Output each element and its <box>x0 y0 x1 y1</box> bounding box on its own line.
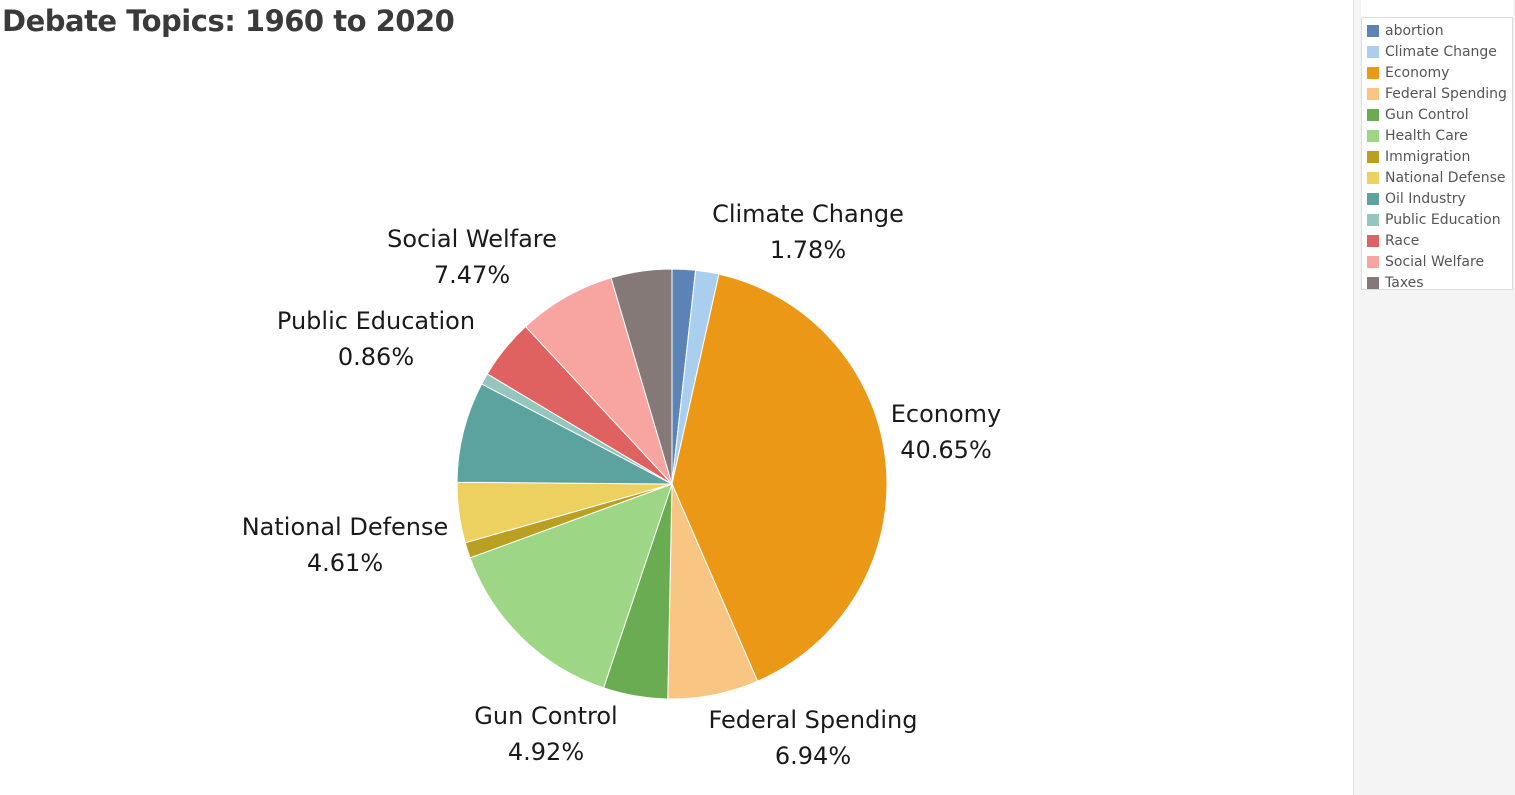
pie-slice-health-care[interactable] <box>469 483 673 689</box>
slice-label-percent: 4.61% <box>307 549 383 577</box>
legend-label: abortion <box>1385 22 1444 39</box>
legend-label: Race <box>1385 232 1420 249</box>
legend-item[interactable]: Economy <box>1362 62 1512 83</box>
slice-label-name: Social Welfare <box>387 225 557 253</box>
chart-title: Debate Topics: 1960 to 2020 <box>2 4 455 38</box>
slice-label-percent: 40.65% <box>900 436 992 464</box>
legend-item[interactable]: abortion <box>1362 20 1512 41</box>
slice-label-name: Gun Control <box>474 702 617 730</box>
slice-label-percent: 1.78% <box>770 236 846 264</box>
legend-swatch <box>1367 45 1379 58</box>
legend-label: Health Care <box>1385 127 1468 144</box>
pie-slice-taxes[interactable] <box>610 268 673 485</box>
legend-label: Immigration <box>1385 148 1471 165</box>
legend-label: National Defense <box>1385 169 1506 186</box>
legend-swatch <box>1367 234 1379 247</box>
legend-item[interactable]: Climate Change <box>1362 41 1512 62</box>
legend-item[interactable]: Federal Spending <box>1362 83 1512 104</box>
pie-labels: Climate Change 1.78% Economy 40.65% Federal … <box>242 200 1002 770</box>
legend-swatch <box>1367 192 1379 205</box>
legend-swatch <box>1367 213 1379 226</box>
legend-item[interactable]: Public Education <box>1362 209 1512 230</box>
legend-label: Public Education <box>1385 211 1501 228</box>
legend-label: Federal Spending <box>1385 85 1507 102</box>
pie-slice-social-welfare[interactable] <box>524 277 673 485</box>
legend-label: Economy <box>1385 64 1450 81</box>
legend-item[interactable]: National Defense <box>1362 167 1512 188</box>
slice-label-name: Federal Spending <box>709 706 918 734</box>
legend-swatch <box>1367 276 1379 289</box>
legend-item[interactable]: Gun Control <box>1362 104 1512 125</box>
legend-label: Oil Industry <box>1385 190 1466 207</box>
legend-panel: abortion Climate Change Economy Federal Spe… <box>1353 0 1515 795</box>
legend-item[interactable]: Taxes <box>1362 272 1512 293</box>
legend-swatch <box>1367 108 1379 121</box>
slice-label-percent: 6.94% <box>775 742 851 770</box>
pie-slices <box>456 268 888 700</box>
legend-swatch <box>1367 66 1379 79</box>
legend-swatch <box>1367 87 1379 100</box>
legend-swatch <box>1367 150 1379 163</box>
legend[interactable]: abortion Climate Change Economy Federal Spe… <box>1361 17 1513 293</box>
pie-chart: Climate Change 1.78% Economy 40.65% Federal … <box>242 200 1002 770</box>
pie-slice-economy[interactable] <box>671 273 888 682</box>
legend-item[interactable]: Health Care <box>1362 125 1512 146</box>
pie-slice-oil-industry[interactable] <box>456 383 673 485</box>
slice-label-name: Climate Change <box>712 200 904 228</box>
legend-swatch <box>1367 24 1379 37</box>
slice-label-percent: 4.92% <box>508 738 584 766</box>
legend-label: Social Welfare <box>1385 253 1485 270</box>
legend-item[interactable]: Oil Industry <box>1362 188 1512 209</box>
legend-swatch <box>1367 255 1379 268</box>
legend-item[interactable]: Race <box>1362 230 1512 251</box>
legend-label: Taxes <box>1385 274 1424 291</box>
slice-label-percent: 7.47% <box>434 261 510 289</box>
slice-label-name: National Defense <box>242 513 449 541</box>
legend-swatch <box>1367 171 1379 184</box>
slice-label-name: Public Education <box>277 307 475 335</box>
slice-label-name: Economy <box>891 400 1002 428</box>
legend-header <box>1361 0 1513 17</box>
legend-item[interactable]: Immigration <box>1362 146 1512 167</box>
slice-label-percent: 0.86% <box>338 343 414 371</box>
legend-label: Climate Change <box>1385 43 1497 60</box>
legend-label: Gun Control <box>1385 106 1469 123</box>
legend-item[interactable]: Social Welfare <box>1362 251 1512 272</box>
legend-swatch <box>1367 129 1379 142</box>
